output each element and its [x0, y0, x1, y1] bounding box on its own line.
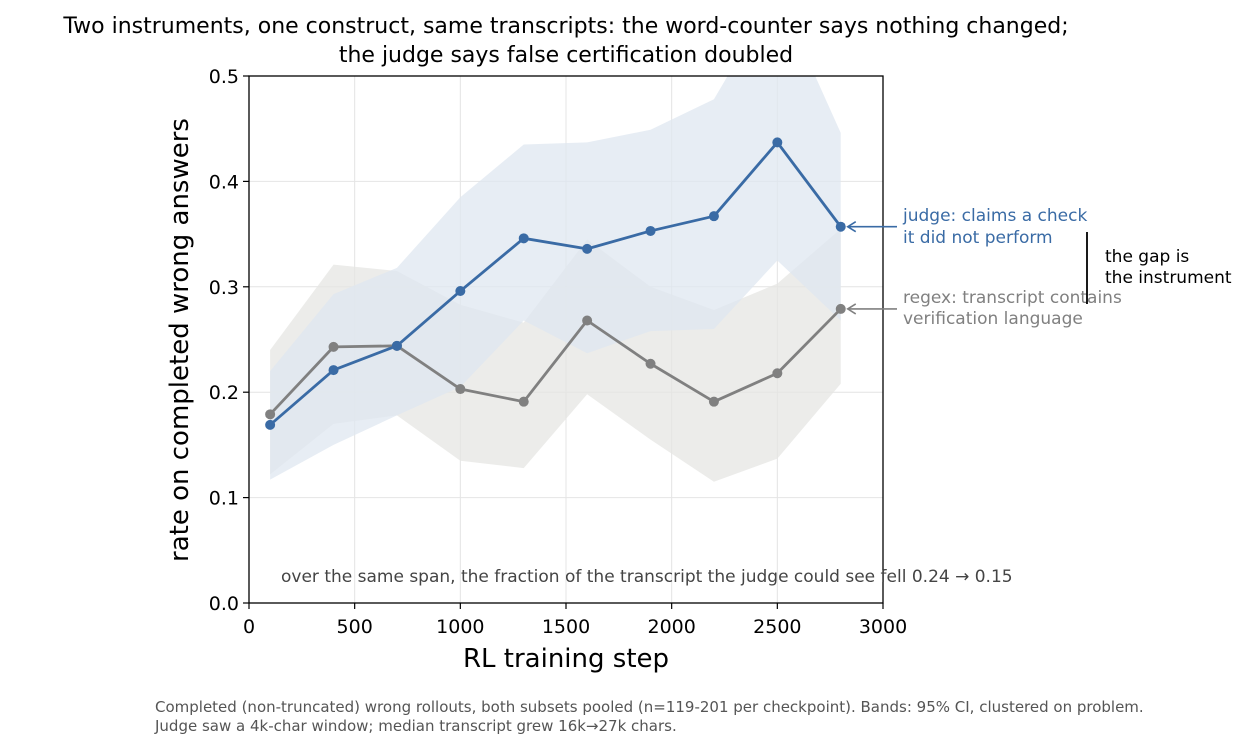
judge-point [265, 419, 276, 430]
regex-point [772, 368, 783, 379]
x-tick-label: 1500 [542, 616, 590, 638]
y-tick-label: 0.3 [209, 277, 239, 299]
figure-caption: Completed (non-truncated) wrong rollouts… [155, 698, 1245, 736]
y-tick-label: 0.5 [209, 66, 239, 88]
ci-bands [270, 76, 841, 482]
regex-point [835, 303, 846, 314]
judge-line [269, 141, 842, 426]
regex-point [328, 341, 339, 352]
regex-annotation-line-2: verification language [903, 309, 1083, 329]
x-axis-label: RL training step [463, 644, 669, 674]
axis-ticks: 0 500 1000 1500 2000 2500 3000 0.0 0.1 0.2 0.3 0.4 0… [209, 66, 907, 638]
x-tick-label: 2000 [647, 616, 695, 638]
regex-line [269, 307, 842, 416]
data-points [265, 137, 846, 430]
x-tick-label: 2500 [753, 616, 801, 638]
judge-point [455, 286, 466, 297]
judge-point [835, 221, 846, 232]
gap-annotation-line-1: the gap is [1105, 247, 1189, 267]
y-axis-label: rate on completed wrong answers [165, 118, 195, 562]
y-tick-label: 0.1 [209, 488, 239, 510]
chart: Two instruments, one construct, same tra… [62, 14, 1232, 674]
judge-point [391, 340, 402, 351]
regex-point [518, 396, 529, 407]
judge-point [645, 225, 656, 236]
x-tick-label: 3000 [859, 616, 907, 638]
judge-point [518, 233, 529, 244]
chart-title-line-1: Two instruments, one construct, same tra… [62, 14, 1068, 39]
x-tick-label: 500 [337, 616, 373, 638]
y-tick-label: 0.4 [209, 171, 239, 193]
judge-annotation-line-1: judge: claims a check [902, 206, 1087, 226]
y-tick-label: 0.2 [209, 382, 239, 404]
regex-point [708, 396, 719, 407]
regex-annotation-line-1: regex: transcript contains [903, 288, 1122, 308]
caption-line-2: Judge saw a 4k-char window; median trans… [155, 717, 677, 735]
caption-line-1: Completed (non-truncated) wrong rollouts… [155, 698, 1144, 716]
judge-point [582, 243, 593, 254]
chart-title-line-2: the judge says false certification doubl… [339, 43, 793, 68]
regex-point [582, 315, 593, 326]
regex-point [265, 409, 276, 420]
x-tick-label: 0 [243, 616, 255, 638]
regex-point [455, 384, 466, 395]
gap-annotation-line-2: the instrument [1105, 268, 1232, 288]
x-tick-label: 1000 [436, 616, 484, 638]
judge-point [708, 211, 719, 222]
judge-arrowhead [846, 221, 857, 233]
judge-point [328, 365, 339, 376]
inner-note: over the same span, the fraction of the … [281, 567, 1013, 587]
y-tick-label: 0.0 [209, 593, 239, 615]
judge-ci-band [270, 76, 841, 480]
judge-annotation-line-2: it did not perform [903, 228, 1053, 248]
regex-arrowhead [846, 303, 857, 315]
annotations: judge: claims a check it did not perform… [281, 206, 1232, 587]
regex-point [645, 358, 656, 369]
judge-point [772, 137, 783, 148]
series-lines [269, 141, 842, 426]
